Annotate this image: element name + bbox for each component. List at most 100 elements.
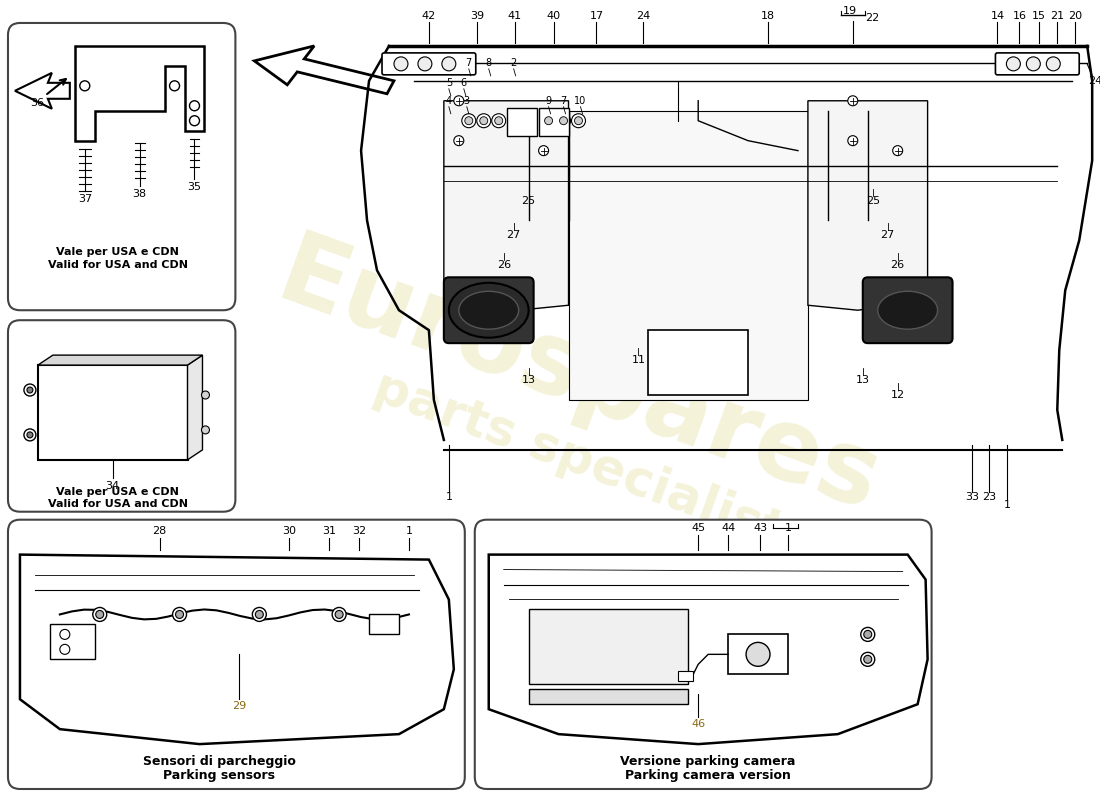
Text: 32: 32 [352, 526, 366, 536]
Circle shape [442, 57, 455, 71]
Text: 27: 27 [881, 230, 894, 241]
Text: 27: 27 [506, 230, 520, 241]
Text: 18: 18 [761, 11, 776, 21]
Circle shape [480, 117, 487, 125]
Circle shape [861, 627, 875, 642]
Text: 29: 29 [232, 702, 246, 711]
Text: 5: 5 [446, 78, 452, 88]
Circle shape [201, 426, 209, 434]
Text: 7: 7 [465, 58, 472, 68]
Circle shape [201, 391, 209, 399]
Circle shape [495, 117, 503, 125]
Circle shape [454, 136, 464, 146]
FancyBboxPatch shape [8, 520, 465, 789]
Circle shape [541, 114, 556, 128]
Bar [648, 330, 748, 395]
Circle shape [848, 96, 858, 106]
FancyBboxPatch shape [862, 278, 953, 343]
Text: 7: 7 [560, 96, 566, 106]
Bar [679, 671, 693, 682]
Circle shape [96, 610, 103, 618]
Bar [368, 614, 399, 634]
Circle shape [26, 387, 33, 393]
Circle shape [454, 96, 464, 106]
Text: 31: 31 [322, 526, 337, 536]
Text: 9: 9 [546, 96, 551, 106]
Circle shape [544, 117, 552, 125]
Text: 10: 10 [574, 96, 586, 106]
Text: 33: 33 [966, 492, 979, 502]
Circle shape [557, 114, 571, 128]
Text: 40: 40 [547, 11, 561, 21]
Text: 13: 13 [856, 375, 870, 385]
Text: 25: 25 [521, 195, 536, 206]
Circle shape [332, 607, 346, 622]
Text: Versione parking camera: Versione parking camera [620, 754, 796, 767]
FancyBboxPatch shape [8, 23, 235, 310]
Text: 8: 8 [486, 58, 492, 68]
Text: Eurospares: Eurospares [265, 226, 892, 534]
Circle shape [864, 630, 871, 638]
Text: Valid for USA and CDN: Valid for USA and CDN [47, 260, 188, 270]
Text: Vale per USA e CDN: Vale per USA e CDN [56, 486, 179, 497]
Circle shape [173, 607, 187, 622]
Text: Valid for USA and CDN: Valid for USA and CDN [47, 498, 188, 509]
Text: 44: 44 [720, 522, 735, 533]
Text: 34: 34 [106, 481, 120, 490]
Text: 23: 23 [982, 492, 997, 502]
Circle shape [560, 117, 568, 125]
Text: 24: 24 [636, 11, 650, 21]
Polygon shape [807, 101, 927, 310]
Circle shape [394, 57, 408, 71]
FancyBboxPatch shape [475, 520, 932, 789]
Circle shape [848, 136, 858, 146]
Circle shape [465, 117, 473, 125]
Bar [529, 610, 689, 684]
Circle shape [572, 114, 585, 128]
Text: 16: 16 [1012, 11, 1026, 21]
Circle shape [336, 610, 343, 618]
Text: 1: 1 [446, 492, 452, 502]
Circle shape [255, 610, 263, 618]
Polygon shape [15, 73, 69, 109]
Circle shape [492, 114, 506, 128]
Text: 1: 1 [1004, 500, 1011, 510]
FancyBboxPatch shape [382, 53, 476, 75]
Bar [539, 108, 569, 136]
Text: 4: 4 [446, 96, 452, 106]
Ellipse shape [449, 283, 529, 338]
Text: 20: 20 [1068, 11, 1082, 21]
Text: 35: 35 [187, 182, 201, 191]
Text: 2: 2 [510, 58, 517, 68]
Text: 26: 26 [891, 260, 904, 270]
Text: 26: 26 [496, 260, 510, 270]
Circle shape [176, 610, 184, 618]
Bar [50, 625, 95, 659]
Circle shape [539, 146, 549, 156]
Circle shape [26, 432, 33, 438]
Text: 45: 45 [691, 522, 705, 533]
FancyBboxPatch shape [444, 278, 534, 343]
Circle shape [418, 57, 432, 71]
Text: 24: 24 [1088, 76, 1100, 86]
Text: 46: 46 [691, 719, 705, 729]
Circle shape [476, 114, 491, 128]
Text: Parking camera version: Parking camera version [625, 769, 791, 782]
Text: 13: 13 [521, 375, 536, 385]
Bar [569, 110, 807, 400]
Circle shape [864, 655, 871, 663]
Text: 15: 15 [1032, 11, 1046, 21]
Polygon shape [187, 355, 202, 460]
Polygon shape [444, 101, 569, 310]
Text: 11: 11 [631, 355, 646, 365]
Circle shape [861, 652, 875, 666]
Polygon shape [37, 355, 202, 365]
Text: 21: 21 [1050, 11, 1065, 21]
Text: 30: 30 [283, 526, 296, 536]
Text: Vale per USA e CDN: Vale per USA e CDN [56, 247, 179, 258]
Ellipse shape [459, 291, 519, 329]
Text: 14: 14 [990, 11, 1004, 21]
Text: 19: 19 [843, 6, 857, 16]
Circle shape [574, 117, 583, 125]
Bar [728, 634, 788, 674]
